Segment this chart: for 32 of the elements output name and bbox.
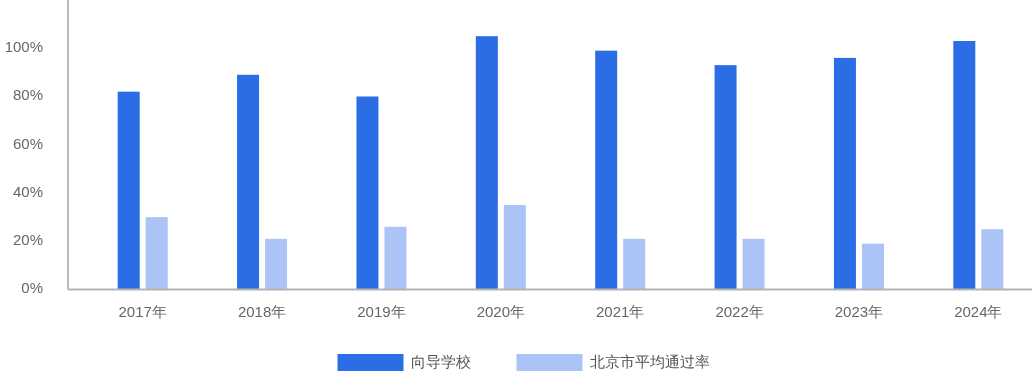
bar [861, 243, 884, 290]
y-tick-label: 20% [12, 231, 43, 249]
x-tick-label: 2022年 [715, 302, 764, 320]
x-tick-label: 2021年 [596, 302, 645, 320]
x-tick-label: 2017年 [118, 302, 167, 320]
x-tick-label: 2023年 [834, 302, 884, 320]
bar [742, 238, 765, 290]
bar [145, 217, 168, 290]
y-tick-label: 60% [12, 134, 43, 152]
bar [714, 65, 737, 290]
legend-label: 北京市平均通过率 [589, 352, 710, 370]
bar [833, 57, 856, 290]
legend-label: 向导学校 [410, 352, 471, 370]
bar [623, 238, 646, 290]
x-tick-label: 2020年 [476, 302, 525, 320]
y-tick-label: 80% [12, 86, 43, 104]
bar [384, 226, 407, 290]
bar [503, 205, 526, 290]
bar [265, 238, 288, 290]
bar [953, 41, 976, 290]
x-tick-label: 2019年 [357, 302, 406, 320]
bar [475, 36, 498, 290]
bar [356, 96, 379, 290]
y-tick-label: 0% [21, 279, 43, 297]
bar [981, 229, 1004, 290]
bar [237, 74, 260, 290]
y-tick-label: 100% [4, 38, 43, 56]
x-tick-label: 2018年 [237, 302, 287, 320]
bar [117, 91, 140, 290]
y-tick-label: 40% [12, 182, 43, 200]
x-tick-label: 2024年 [954, 302, 1003, 320]
bar [595, 50, 618, 290]
